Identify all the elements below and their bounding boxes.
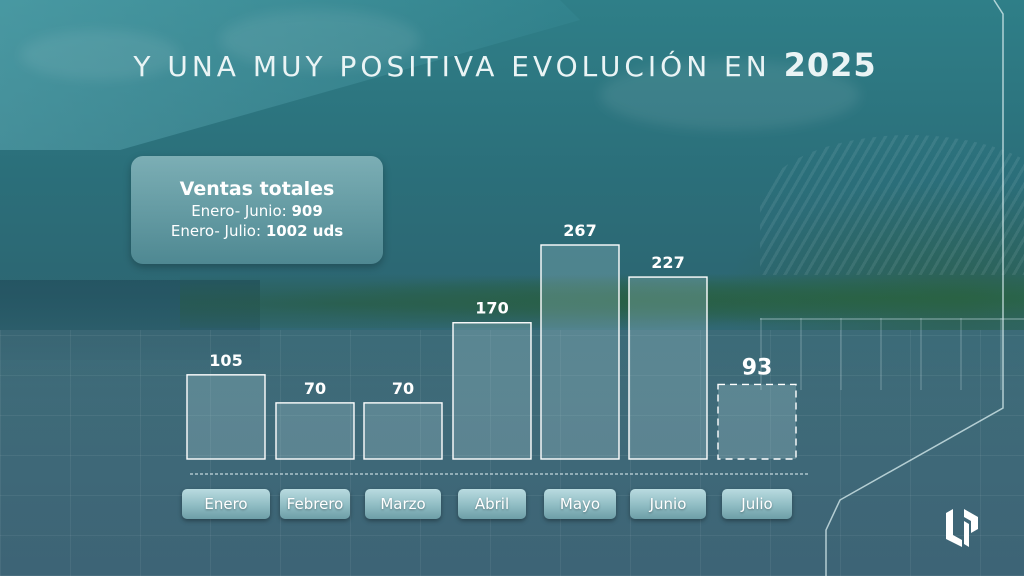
month-label-junio: Junio (630, 489, 706, 519)
page-title: Y UNA MUY POSITIVA EVOLUCIÓN EN 2025 (0, 46, 1010, 84)
data-label-febrero: 70 (304, 379, 326, 398)
month-label-abril: Abril (458, 489, 526, 519)
data-label-marzo: 70 (392, 379, 414, 398)
summary-line-1: Enero- Junio: 909 (131, 202, 383, 220)
summary-line-2-label: Enero- Julio: (170, 222, 262, 240)
cloud (600, 60, 860, 130)
trees (180, 268, 1024, 328)
railing (760, 318, 1024, 390)
sales-summary-box: Ventas totales Enero- Junio: 909 Enero- … (131, 156, 383, 264)
summary-line-2: Enero- Julio: 1002 uds (131, 222, 383, 240)
data-label-mayo: 267 (563, 221, 596, 240)
month-label-julio: Julio (722, 489, 792, 519)
company-logo-icon (946, 509, 978, 547)
summary-line-1-value: 909 (291, 202, 323, 220)
data-label-julio: 93 (742, 355, 773, 380)
dome-structure (760, 135, 1024, 275)
data-label-enero: 105 (209, 351, 242, 370)
title-prefix: Y UNA MUY POSITIVA EVOLUCIÓN EN (133, 50, 771, 83)
summary-line-1-label: Enero- Junio: (191, 202, 287, 220)
bar-junio (628, 276, 708, 460)
summary-line-2-value: 1002 uds (265, 222, 344, 240)
bar-marzo (363, 402, 443, 460)
month-label-marzo: Marzo (365, 489, 441, 519)
bar-mayo (540, 244, 620, 460)
title-year: 2025 (783, 46, 877, 84)
bar-julio (717, 383, 797, 460)
month-label-mayo: Mayo (544, 489, 616, 519)
cloud (20, 30, 180, 80)
bar-enero (186, 374, 266, 460)
summary-heading: Ventas totales (179, 178, 335, 200)
floor-tiles (0, 330, 1024, 576)
bar-febrero (275, 402, 355, 460)
bar-abril (452, 322, 532, 460)
data-label-junio: 227 (651, 253, 684, 272)
month-label-febrero: Febrero (280, 489, 350, 519)
cloud (220, 10, 420, 70)
month-label-enero: Enero (182, 489, 270, 519)
data-label-abril: 170 (475, 299, 508, 318)
